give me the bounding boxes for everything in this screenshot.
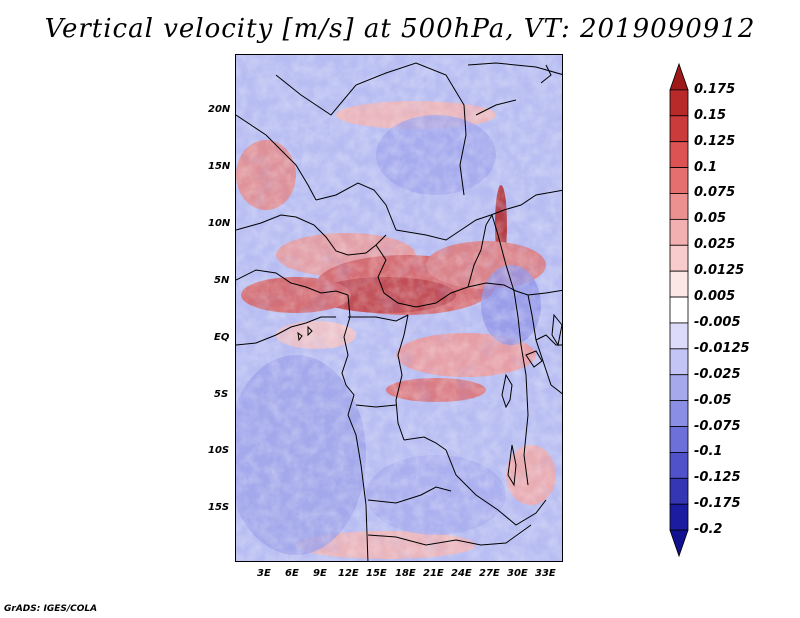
colorbar-segment <box>669 62 689 91</box>
colorbar-segments <box>669 62 689 558</box>
colorbar-tick-label: -0.025 <box>694 366 741 382</box>
lat-tick-label: EQ <box>214 332 230 343</box>
lat-tick-label: 5N <box>214 275 230 286</box>
colorbar-segment <box>669 296 689 324</box>
colorbar-tick-label: -0.075 <box>694 418 741 434</box>
colorbar-segment <box>669 529 689 558</box>
lat-tick-label: 10N <box>208 218 231 229</box>
colorbar-segment <box>669 322 689 350</box>
colorbar-tick-label: -0.125 <box>694 470 741 486</box>
lon-tick-label: 15E <box>366 568 387 579</box>
country-borders <box>236 62 562 561</box>
colorbar-tick-label: -0.1 <box>694 444 723 460</box>
lat-tick-label: 15S <box>208 502 230 513</box>
map-panel <box>235 54 563 562</box>
colorbar-segment <box>669 244 689 272</box>
colorbar-segment <box>669 218 689 246</box>
colorbar-segment <box>669 167 689 194</box>
lon-tick-label: 27E <box>479 568 500 579</box>
colorbar-tick-label: -0.0125 <box>694 340 750 356</box>
lon-tick-label: 33E <box>535 568 556 579</box>
velocity-field <box>236 55 562 561</box>
colorbar-tick-label: -0.05 <box>694 392 732 408</box>
colorbar-segment <box>669 270 689 298</box>
lakes <box>297 313 562 487</box>
colorbar-tick-label: -0.2 <box>694 522 723 538</box>
lon-tick-label: 3E <box>257 568 271 579</box>
colorbar-tick-label: 0.05 <box>694 211 727 227</box>
colorbar-tick-label: 0.15 <box>694 107 727 123</box>
colorbar-segment <box>669 89 689 117</box>
lat-tick-label: 5S <box>214 389 229 400</box>
colorbar-segment <box>669 426 689 453</box>
lon-tick-label: 9E <box>313 568 327 579</box>
lon-tick-label: 6E <box>285 568 299 579</box>
colorbar-segment <box>669 348 689 376</box>
footer-credit: GrADS: IGES/COLA <box>4 604 98 614</box>
colorbar-segment <box>669 400 689 427</box>
map-title: Vertical velocity [m/s] at 500hPa, VT: 2… <box>44 14 756 44</box>
colorbar-tick-label: 0.075 <box>694 185 736 201</box>
colorbar-tick-label: -0.175 <box>694 496 741 512</box>
lon-tick-label: 30E <box>507 568 528 579</box>
colorbar-tick-label: 0.0125 <box>694 263 745 279</box>
colorbar-tick-label: 0.125 <box>694 133 736 149</box>
colorbar-tick-label: 0.1 <box>694 159 718 175</box>
colorbar-tick-label: 0.025 <box>694 237 736 253</box>
colorbar-tick-label: 0.175 <box>694 81 736 97</box>
colorbar-tick-label: 0.005 <box>694 289 736 305</box>
colorbar-tick-label: -0.005 <box>694 314 741 330</box>
colorbar-segment <box>669 452 689 479</box>
colorbar-segment <box>669 193 689 220</box>
lon-tick-label: 18E <box>395 568 416 579</box>
colorbar-segment <box>669 141 689 168</box>
lon-tick-label: 24E <box>451 568 472 579</box>
lat-tick-label: 20N <box>208 104 231 115</box>
lat-tick-label: 10S <box>208 445 230 456</box>
colorbar-segment <box>669 503 689 531</box>
lat-tick-label: 15N <box>208 161 231 172</box>
colorbar-segment <box>669 374 689 402</box>
lon-tick-label: 21E <box>423 568 444 579</box>
colorbar-segment <box>669 477 689 505</box>
colorbar-segment <box>669 115 689 143</box>
lon-tick-label: 12E <box>338 568 359 579</box>
